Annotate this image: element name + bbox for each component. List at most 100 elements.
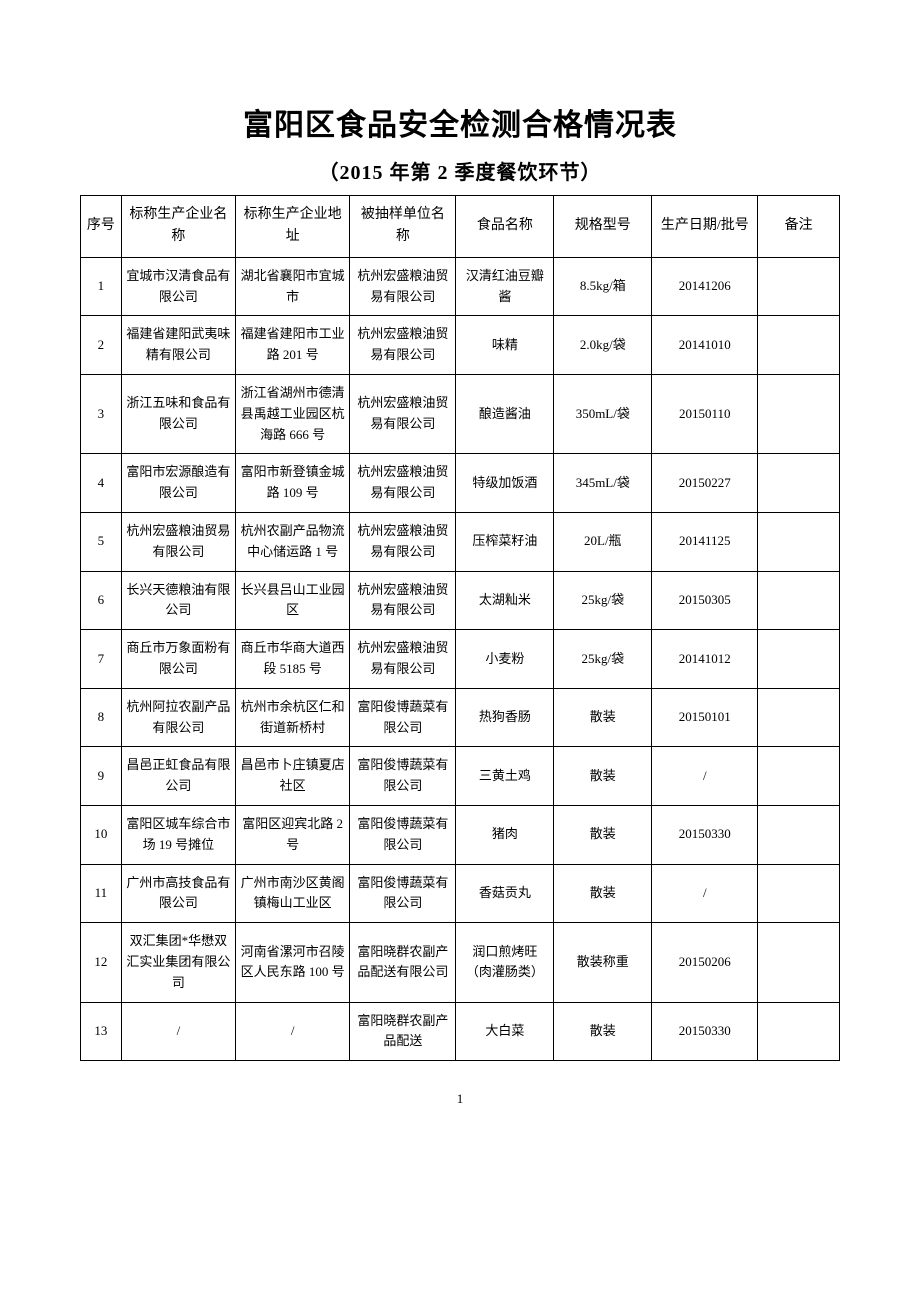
table-cell: 味精 [456,316,554,375]
table-cell: 长兴县吕山工业园区 [236,571,350,630]
table-cell: 8 [81,688,122,747]
table-cell: 20150227 [652,454,758,513]
table-cell [758,630,840,689]
table-cell: 杭州农副产品物流中心储运路 1 号 [236,512,350,571]
col-header-date: 生产日期/批号 [652,196,758,258]
col-header-seq: 序号 [81,196,122,258]
table-cell: 散装称重 [554,923,652,1002]
table-cell: 散装 [554,805,652,864]
table-cell: 杭州宏盛粮油贸易有限公司 [350,257,456,316]
table-cell: 小麦粉 [456,630,554,689]
table-cell [758,454,840,513]
table-cell: 广州市高技食品有限公司 [121,864,235,923]
table-cell [758,257,840,316]
table-row: 7商丘市万象面粉有限公司商丘市华商大道西段 5185 号杭州宏盛粮油贸易有限公司… [81,630,840,689]
table-cell: 2 [81,316,122,375]
table-row: 10富阳区城车综合市场 19 号摊位富阳区迎宾北路 2 号富阳俊博蔬菜有限公司猪… [81,805,840,864]
table-cell: 散装 [554,688,652,747]
table-cell: 富阳区迎宾北路 2 号 [236,805,350,864]
table-cell: 杭州宏盛粮油贸易有限公司 [350,316,456,375]
table-cell: 6 [81,571,122,630]
table-cell: 20150206 [652,923,758,1002]
col-header-address: 标称生产企业地址 [236,196,350,258]
table-cell: 25kg/袋 [554,630,652,689]
table-cell: 汉清红油豆瓣酱 [456,257,554,316]
table-cell: / [652,864,758,923]
page-title: 富阳区食品安全检测合格情况表 [80,100,840,144]
table-cell: 散装 [554,747,652,806]
table-cell: 福建省建阳市工业路 201 号 [236,316,350,375]
table-cell: 香菇贡丸 [456,864,554,923]
table-cell: 猪肉 [456,805,554,864]
table-cell: 热狗香肠 [456,688,554,747]
col-header-product: 食品名称 [456,196,554,258]
table-cell: 1 [81,257,122,316]
table-cell: 富阳俊博蔬菜有限公司 [350,864,456,923]
table-row: 2福建省建阳武夷味精有限公司福建省建阳市工业路 201 号杭州宏盛粮油贸易有限公… [81,316,840,375]
table-cell: 浙江省湖州市德清县禹越工业园区杭海路 666 号 [236,374,350,453]
table-cell [758,864,840,923]
table-cell: 12 [81,923,122,1002]
table-cell: 富阳俊博蔬菜有限公司 [350,688,456,747]
table-cell [758,512,840,571]
table-cell: 河南省漯河市召陵区人民东路 100 号 [236,923,350,1002]
table-cell: 杭州宏盛粮油贸易有限公司 [350,512,456,571]
table-cell: 特级加饭酒 [456,454,554,513]
table-cell: / [236,1002,350,1061]
table-cell [758,747,840,806]
table-cell: 20150110 [652,374,758,453]
table-cell [758,923,840,1002]
page-number: 1 [80,1091,840,1107]
table-cell: 昌邑正虹食品有限公司 [121,747,235,806]
table-cell: 散装 [554,864,652,923]
table-row: 8杭州阿拉农副产品有限公司杭州市余杭区仁和街道新桥村富阳俊博蔬菜有限公司热狗香肠… [81,688,840,747]
table-row: 6长兴天德粮油有限公司长兴县吕山工业园区杭州宏盛粮油贸易有限公司太湖籼米25kg… [81,571,840,630]
table-cell: 富阳俊博蔬菜有限公司 [350,805,456,864]
table-cell: 20150330 [652,1002,758,1061]
table-cell: 杭州宏盛粮油贸易有限公司 [350,374,456,453]
table-cell: 10 [81,805,122,864]
table-cell: 20141125 [652,512,758,571]
table-cell: 润口煎烤旺（肉灌肠类） [456,923,554,1002]
table-cell: 宜城市汉清食品有限公司 [121,257,235,316]
table-cell: 富阳区城车综合市场 19 号摊位 [121,805,235,864]
table-cell: 25kg/袋 [554,571,652,630]
table-cell: 20150305 [652,571,758,630]
table-cell: 商丘市万象面粉有限公司 [121,630,235,689]
table-cell: / [652,747,758,806]
table-cell: 富阳市宏源酿造有限公司 [121,454,235,513]
table-cell: 9 [81,747,122,806]
table-cell: 福建省建阳武夷味精有限公司 [121,316,235,375]
table-row: 9昌邑正虹食品有限公司昌邑市卜庄镇夏店社区富阳俊博蔬菜有限公司三黄土鸡散装/ [81,747,840,806]
table-cell: 5 [81,512,122,571]
table-cell: 20141206 [652,257,758,316]
table-cell [758,571,840,630]
table-cell: 4 [81,454,122,513]
table-cell: 杭州宏盛粮油贸易有限公司 [350,454,456,513]
table-cell: / [121,1002,235,1061]
table-cell: 大白菜 [456,1002,554,1061]
table-cell: 杭州阿拉农副产品有限公司 [121,688,235,747]
table-cell: 富阳俊博蔬菜有限公司 [350,747,456,806]
table-row: 12双汇集团*华懋双汇实业集团有限公司河南省漯河市召陵区人民东路 100 号富阳… [81,923,840,1002]
col-header-sampled: 被抽样单位名称 [350,196,456,258]
table-row: 3浙江五味和食品有限公司浙江省湖州市德清县禹越工业园区杭海路 666 号杭州宏盛… [81,374,840,453]
table-cell [758,688,840,747]
table-cell: 20141012 [652,630,758,689]
table-row: 1宜城市汉清食品有限公司湖北省襄阳市宜城市杭州宏盛粮油贸易有限公司汉清红油豆瓣酱… [81,257,840,316]
table-cell: 富阳晓群农副产品配送有限公司 [350,923,456,1002]
table-cell [758,805,840,864]
table-row: 4富阳市宏源酿造有限公司富阳市新登镇金城路 109 号杭州宏盛粮油贸易有限公司特… [81,454,840,513]
table-cell: 富阳晓群农副产品配送 [350,1002,456,1061]
table-cell: 杭州市余杭区仁和街道新桥村 [236,688,350,747]
table-row: 11广州市高技食品有限公司广州市南沙区黄阁镇梅山工业区富阳俊博蔬菜有限公司香菇贡… [81,864,840,923]
table-cell: 富阳市新登镇金城路 109 号 [236,454,350,513]
table-cell: 20L/瓶 [554,512,652,571]
table-cell: 双汇集团*华懋双汇实业集团有限公司 [121,923,235,1002]
table-cell: 20141010 [652,316,758,375]
table-cell [758,1002,840,1061]
table-cell: 浙江五味和食品有限公司 [121,374,235,453]
table-cell: 长兴天德粮油有限公司 [121,571,235,630]
table-cell: 11 [81,864,122,923]
table-cell: 3 [81,374,122,453]
